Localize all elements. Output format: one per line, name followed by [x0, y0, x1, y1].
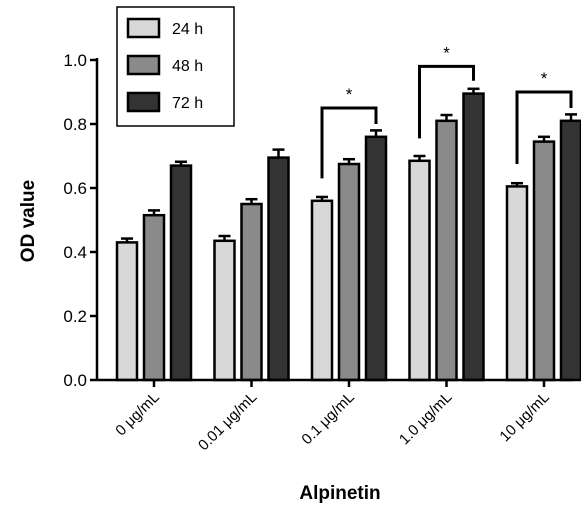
y-tick-label: 0.2: [63, 307, 87, 326]
legend-label: 72 h: [172, 95, 203, 112]
significance-marker: *: [541, 69, 548, 88]
bar-72h-2: [364, 135, 388, 382]
bar-48h-0: [142, 213, 166, 382]
bar-48h-1: [240, 202, 263, 382]
bar-48h-4: [532, 140, 556, 382]
bar-72h-4: [559, 119, 581, 382]
y-axis-title: OD value: [18, 180, 39, 262]
significance-marker: *: [443, 43, 450, 62]
x-axis-title: Alpinetin: [299, 483, 380, 504]
y-tick-label: 0.4: [63, 243, 87, 262]
x-tick-label: 1.0 μg/mL: [396, 389, 455, 448]
legend-swatch: [126, 17, 161, 39]
y-tick-label: 0.6: [63, 179, 87, 198]
legend-swatch: [126, 54, 161, 76]
significance-layer: * * *: [320, 43, 573, 179]
error-bars-layer: [121, 87, 577, 243]
x-tick-label: 10 μg/mL: [496, 389, 552, 445]
bar-72h-0: [169, 164, 193, 382]
significance-bracket: [515, 90, 573, 164]
y-tick-label: 0.0: [63, 371, 87, 390]
bar-48h-3: [435, 119, 458, 382]
bar-24h-1: [213, 239, 236, 382]
x-tick-label: 0.1 μg/mL: [298, 389, 357, 448]
x-tick-label: 0.01 μg/mL: [195, 389, 260, 454]
bar-24h-2: [310, 199, 334, 382]
bar-48h-2: [337, 162, 361, 382]
y-tick-label: 0.8: [63, 115, 87, 134]
bar-72h-3: [462, 92, 485, 382]
bar-24h-3: [408, 159, 431, 382]
bars-layer: [115, 92, 581, 382]
y-tick-label: 1.0: [63, 51, 87, 70]
legend-label: 48 h: [172, 58, 203, 75]
legend-swatch: [126, 91, 161, 113]
bar-24h-4: [505, 185, 529, 382]
legend-label: 24 h: [172, 21, 203, 38]
significance-bracket: [320, 106, 378, 179]
bar-24h-0: [115, 241, 139, 382]
significance-bracket: [418, 64, 475, 139]
x-tick-label: 0 μg/mL: [112, 389, 163, 440]
legend: 24 h 48 h 72 h: [116, 6, 235, 127]
bar-72h-1: [267, 156, 290, 382]
significance-marker: *: [346, 85, 353, 104]
